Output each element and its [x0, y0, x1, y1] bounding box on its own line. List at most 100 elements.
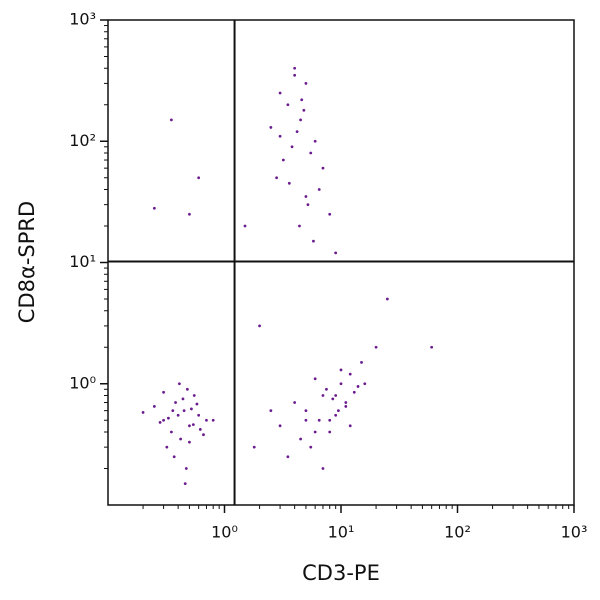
event-dot: [252, 445, 256, 449]
event-dot: [334, 394, 338, 397]
event-dot: [188, 212, 191, 216]
event-dot: [169, 430, 173, 434]
event-dot: [152, 405, 156, 408]
y-tick-label: 10¹: [69, 252, 96, 271]
event-dot: [312, 239, 315, 243]
event-dot: [328, 212, 332, 216]
event-dot: [317, 188, 321, 191]
event-dot: [295, 130, 299, 134]
event-dot: [171, 409, 175, 413]
event-dot: [188, 424, 191, 428]
event-dot: [183, 482, 187, 486]
event-dot: [334, 413, 338, 417]
event-dot: [197, 413, 201, 417]
event-dot: [202, 433, 205, 437]
event-dot: [304, 81, 308, 85]
y-axis-title: CD8α-SPRD: [15, 201, 39, 323]
event-dot: [269, 126, 273, 129]
event-dot: [344, 405, 348, 408]
event-dot: [286, 455, 290, 459]
event-dot: [190, 407, 193, 411]
event-dot: [174, 401, 177, 404]
event-dot: [281, 158, 285, 162]
x-tick-label: 10²: [444, 523, 471, 542]
event-dot: [278, 134, 282, 138]
event-dot: [430, 345, 434, 349]
event-dot: [304, 418, 308, 422]
event-dot: [325, 387, 328, 391]
event-dot: [185, 387, 189, 391]
event-dot: [141, 411, 145, 414]
event-dot: [179, 437, 183, 441]
event-dot: [275, 176, 278, 180]
event-dot: [337, 409, 340, 413]
event-dot: [176, 413, 180, 417]
event-dot: [298, 224, 301, 228]
event-dot: [243, 224, 247, 228]
event-dot: [293, 401, 297, 404]
event-dot: [152, 206, 156, 210]
event-dot: [293, 66, 297, 70]
event-dot: [300, 98, 304, 102]
event-dot: [293, 73, 297, 77]
event-dot: [309, 445, 313, 449]
event-dot: [172, 455, 176, 459]
y-tick-label: 10³: [69, 10, 96, 29]
event-dot: [158, 420, 162, 424]
event-dot: [317, 418, 321, 422]
event-dot: [181, 397, 185, 401]
event-dot: [177, 382, 181, 386]
event-dot: [302, 108, 306, 112]
event-dot: [195, 402, 199, 406]
event-dot: [313, 377, 317, 381]
x-tick-label: 10¹: [328, 523, 355, 542]
event-dot: [192, 394, 196, 397]
event-dot: [191, 423, 195, 427]
event-dot: [313, 430, 317, 434]
event-dot: [287, 181, 291, 185]
event-dot: [278, 91, 282, 95]
event-dot: [304, 409, 308, 413]
event-dot: [339, 368, 343, 372]
event-dot: [167, 416, 170, 420]
event-dot: [278, 424, 282, 428]
event-dot: [165, 445, 169, 449]
event-dot: [309, 151, 313, 155]
event-dot: [290, 145, 294, 149]
event-dot: [374, 345, 378, 349]
event-dot: [299, 118, 302, 122]
plot-frame: [107, 19, 575, 506]
event-dot: [269, 409, 273, 413]
event-dot: [356, 385, 360, 388]
event-dot: [299, 437, 302, 441]
event-dot: [334, 251, 338, 255]
event-dot: [306, 203, 310, 207]
event-dot: [385, 297, 389, 301]
event-dot: [304, 195, 308, 198]
event-dot: [286, 103, 290, 107]
y-tick-label: 10²: [69, 131, 96, 150]
event-dot: [205, 418, 208, 422]
event-dot: [331, 397, 335, 401]
event-dot: [321, 166, 325, 170]
event-dot: [182, 409, 186, 413]
event-dot: [211, 418, 215, 422]
x-tick-label: 10³: [561, 523, 588, 542]
event-dot: [348, 372, 352, 376]
event-dot: [184, 467, 188, 470]
event-dot: [363, 382, 367, 386]
event-dot: [321, 467, 325, 470]
event-dot: [344, 401, 348, 404]
event-dot: [169, 118, 173, 122]
x-tick-label: 10⁰: [211, 523, 238, 542]
event-dot: [348, 424, 352, 428]
event-dot: [162, 390, 165, 394]
event-dot: [313, 139, 317, 143]
event-dot: [258, 324, 261, 328]
event-dot: [321, 394, 325, 397]
event-dot: [339, 382, 343, 386]
event-dot: [328, 418, 332, 422]
y-tick-label: 10⁰: [69, 373, 96, 392]
event-dot: [360, 360, 363, 364]
